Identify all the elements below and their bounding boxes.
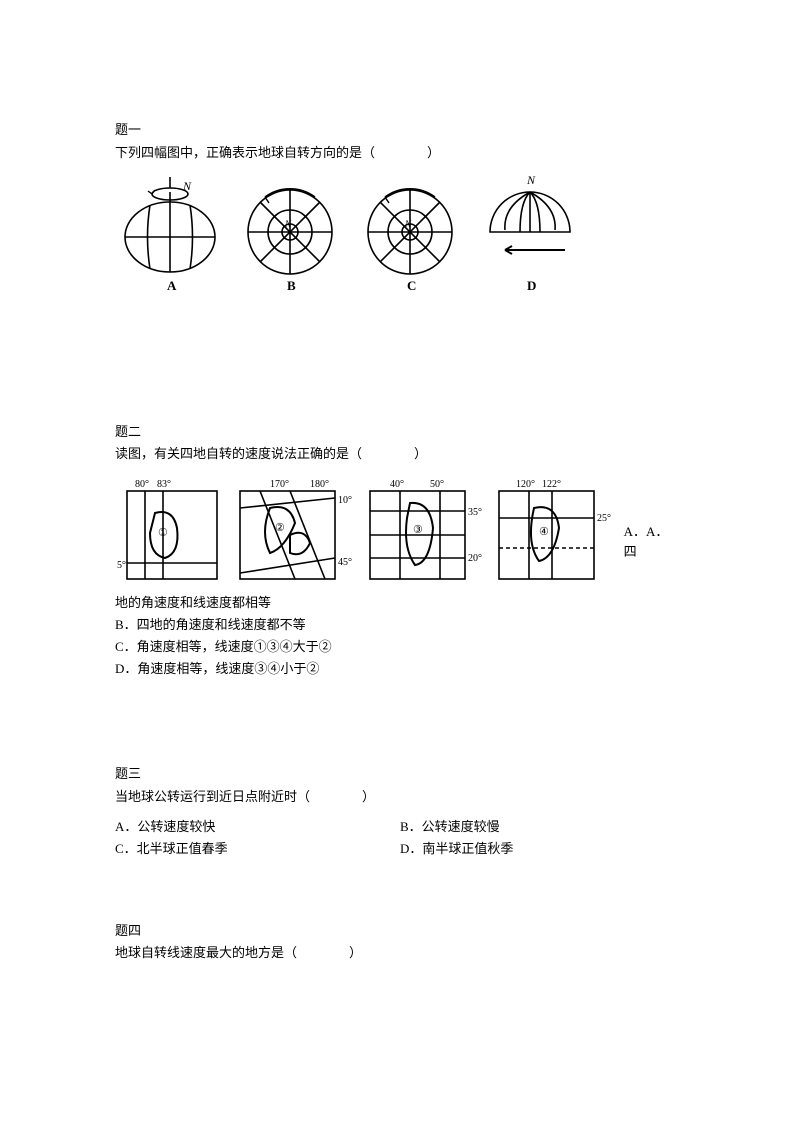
lat-label: 20° [468, 553, 482, 564]
lat-label: 35° [468, 507, 482, 518]
q3-title: 题三 [115, 764, 685, 785]
lon-label: 122° [542, 479, 561, 490]
label-c: C [407, 278, 416, 292]
q1-fig-d: N D [475, 172, 585, 292]
label-n: N [526, 173, 536, 187]
lat-label: 5° [117, 560, 126, 571]
lon-label: 40° [390, 479, 404, 490]
q2-map-1: 80° 83° 5° ① [115, 473, 225, 588]
q3-opt-c: C．北半球正值春季 [115, 839, 400, 860]
label-n: N [284, 219, 292, 229]
mark-3: ③ [413, 524, 423, 536]
question-1: 题一 下列四幅图中，正确表示地球自转方向的是（ ） N A [115, 120, 685, 292]
label-n: N [182, 179, 192, 193]
q1-figures: N A N B [115, 172, 685, 292]
q1-text: 下列四幅图中，正确表示地球自转方向的是（ ） [115, 143, 685, 164]
q2-map-4: 120° 122° 25° ④ [494, 473, 614, 588]
q1-title: 题一 [115, 120, 685, 141]
question-2: 题二 读图，有关四地自转的速度说法正确的是（ ） 80° 83° 5° ① [115, 422, 685, 680]
q2-text: 读图，有关四地自转的速度说法正确的是（ ） [115, 444, 685, 465]
lon-label: 120° [516, 479, 535, 490]
q2-figures: 80° 83° 5° ① 170° 180° 10° 45° ② [115, 473, 685, 588]
mark-1: ① [158, 527, 168, 539]
label-n: N [404, 219, 412, 229]
lon-label: 83° [157, 479, 171, 490]
q4-text: 地球自转线速度最大的地方是（ ） [115, 943, 685, 964]
label-b: B [287, 278, 296, 292]
q2-opt-b: B．四地的角速度和线速度都不等 [115, 615, 685, 636]
q3-options: A．公转速度较快 C．北半球正值春季 B．公转速度较慢 D．南半球正值秋季 [115, 816, 685, 861]
q3-opt-b: B．公转速度较慢 [400, 817, 685, 838]
lat-label: 45° [338, 557, 352, 568]
q2-opt-d: D．角速度相等，线速度③④小于② [115, 659, 685, 680]
mark-2: ② [275, 522, 285, 534]
q2-opt-a-cont: 地的角速度和线速度都相等 [115, 593, 685, 614]
label-a: A [167, 278, 177, 292]
q2-opt-c: C．角速度相等，线速度①③④大于② [115, 637, 685, 658]
q2-title: 题二 [115, 422, 685, 443]
lon-label: 80° [135, 479, 149, 490]
q1-fig-c: N C [355, 172, 465, 292]
lat-label: 25° [597, 513, 611, 524]
q3-opt-d: D．南半球正值秋季 [400, 839, 685, 860]
lat-label: 10° [338, 495, 352, 506]
mark-4: ④ [539, 526, 549, 538]
question-4: 题四 地球自转线速度最大的地方是（ ） [115, 921, 685, 965]
lon-label: 180° [310, 479, 329, 490]
q3-opt-a: A．公转速度较快 [115, 817, 400, 838]
q3-text: 当地球公转运行到近日点附近时（ ） [115, 787, 685, 808]
q4-title: 题四 [115, 921, 685, 942]
q2-options: 地的角速度和线速度都相等 B．四地的角速度和线速度都不等 C．角速度相等，线速度… [115, 593, 685, 679]
question-3: 题三 当地球公转运行到近日点附近时（ ） A．公转速度较快 C．北半球正值春季 … [115, 764, 685, 860]
lon-label: 50° [430, 479, 444, 490]
q1-fig-b: N B [235, 172, 345, 292]
q2-map-2: 170° 180° 10° 45° ② [235, 473, 355, 588]
q2-map-3: 40° 50° 35° 20° ③ [365, 473, 485, 588]
label-d: D [527, 278, 536, 292]
q1-fig-a: N A [115, 172, 225, 292]
lon-label: 170° [270, 479, 289, 490]
q2-trail: A．A． 四 [624, 522, 685, 564]
